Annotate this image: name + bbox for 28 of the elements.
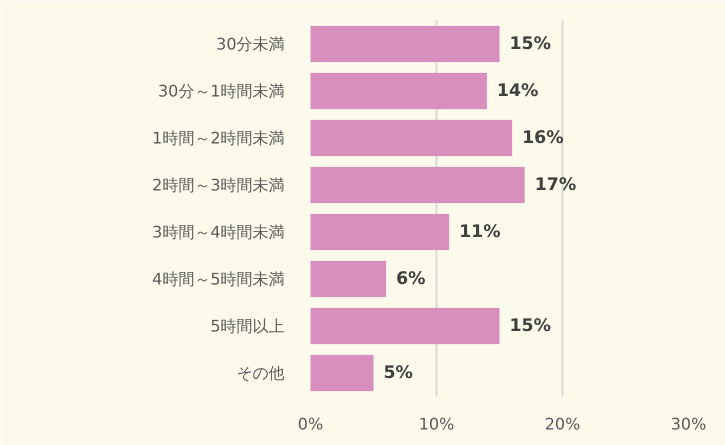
- y-tick-label: 4時間～5時間未満: [152, 270, 284, 288]
- data-label: 11%: [459, 222, 501, 242]
- x-tick-label: 30%: [670, 414, 706, 434]
- bar: [310, 120, 512, 156]
- data-label: 15%: [510, 316, 551, 336]
- x-tick-label: 0%: [298, 414, 324, 434]
- bar: [310, 214, 450, 250]
- x-tick-label: 10%: [418, 414, 454, 434]
- bar: [310, 354, 374, 392]
- y-tick-label: 2時間～3時間未満: [152, 176, 284, 194]
- bar: [310, 308, 500, 344]
- y-tick-label: 3時間～4時間未満: [152, 222, 284, 242]
- x-tick-label: 20%: [544, 414, 580, 434]
- y-tick-label: 30分未満: [216, 34, 284, 54]
- data-label: 17%: [534, 175, 576, 195]
- data-label: 15%: [510, 34, 551, 54]
- bar: [310, 72, 487, 110]
- y-tick-label: 5時間以上: [210, 316, 285, 336]
- data-label: 6%: [396, 269, 426, 289]
- bar: [310, 26, 500, 62]
- bar: [310, 166, 525, 204]
- data-label: 16%: [522, 128, 564, 148]
- data-label: 5%: [384, 363, 413, 383]
- y-tick-label: その他: [236, 364, 284, 382]
- y-tick-label: 1時間～2時間未満: [152, 128, 284, 148]
- y-tick-label: 30分～1時間未満: [158, 82, 285, 100]
- bar: [310, 260, 386, 298]
- data-label: 14%: [496, 81, 538, 101]
